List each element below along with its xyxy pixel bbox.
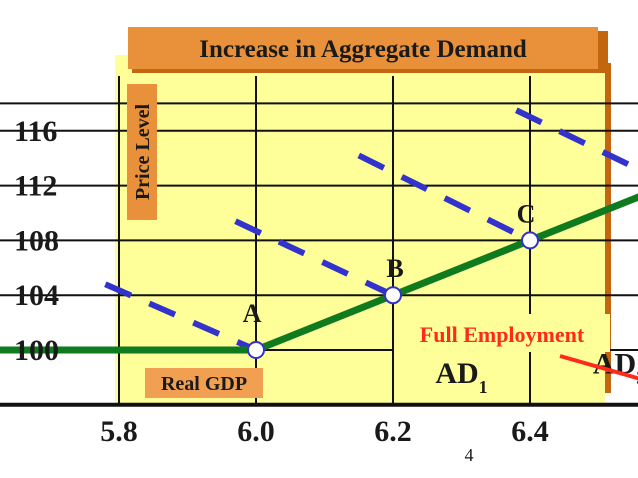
full-employment-box: [394, 314, 610, 352]
equilibrium-point-a: [247, 341, 265, 359]
point-label-c: C: [517, 199, 536, 228]
y-tick-label: 116: [14, 115, 57, 148]
title-box: [128, 27, 598, 69]
chart-title: Increase in Aggregate Demand: [199, 36, 527, 63]
curve-label-subscript: 1: [479, 377, 488, 397]
x-axis-label: Real GDP: [161, 373, 247, 395]
y-axis-label: Price Level: [132, 104, 154, 200]
point-label-a: A: [243, 299, 262, 328]
ylabel-box: [127, 84, 157, 220]
ad-curve-ad2: [234, 218, 395, 298]
x-tick-label: 6.2: [374, 415, 412, 448]
equilibrium-points: ABCD: [243, 199, 539, 359]
y-tick-label: 104: [14, 279, 59, 312]
full-employment-marker: [559, 354, 638, 381]
x-tick-label: 5.8: [100, 415, 138, 448]
page-number: 4: [465, 445, 474, 465]
as-curve: [0, 193, 638, 354]
ad-curve-ad1: [104, 281, 258, 353]
y-tick-label: 112: [14, 170, 57, 203]
y-tick-label: 108: [14, 224, 59, 257]
as-curve-line: [0, 193, 638, 354]
x-tick-label: 6.0: [237, 415, 275, 448]
equilibrium-point-b: [384, 286, 402, 305]
tick-labels: 5.86.06.26.46.66.8100104108112116: [14, 115, 549, 448]
point-label-b: B: [386, 254, 403, 283]
ad-curve-ad4: [514, 107, 638, 173]
full-employment-label: Full Employment: [420, 322, 585, 347]
y-tick-label: 100: [14, 334, 59, 367]
ad-curves: [104, 107, 638, 353]
x-tick-label: 6.4: [511, 415, 549, 448]
equilibrium-point-c: [521, 231, 539, 250]
axes: [0, 402, 638, 407]
ad-curve-ad3: [357, 152, 532, 244]
full-employment-arrow-line: [559, 354, 638, 381]
xlabel-box: [145, 368, 263, 398]
